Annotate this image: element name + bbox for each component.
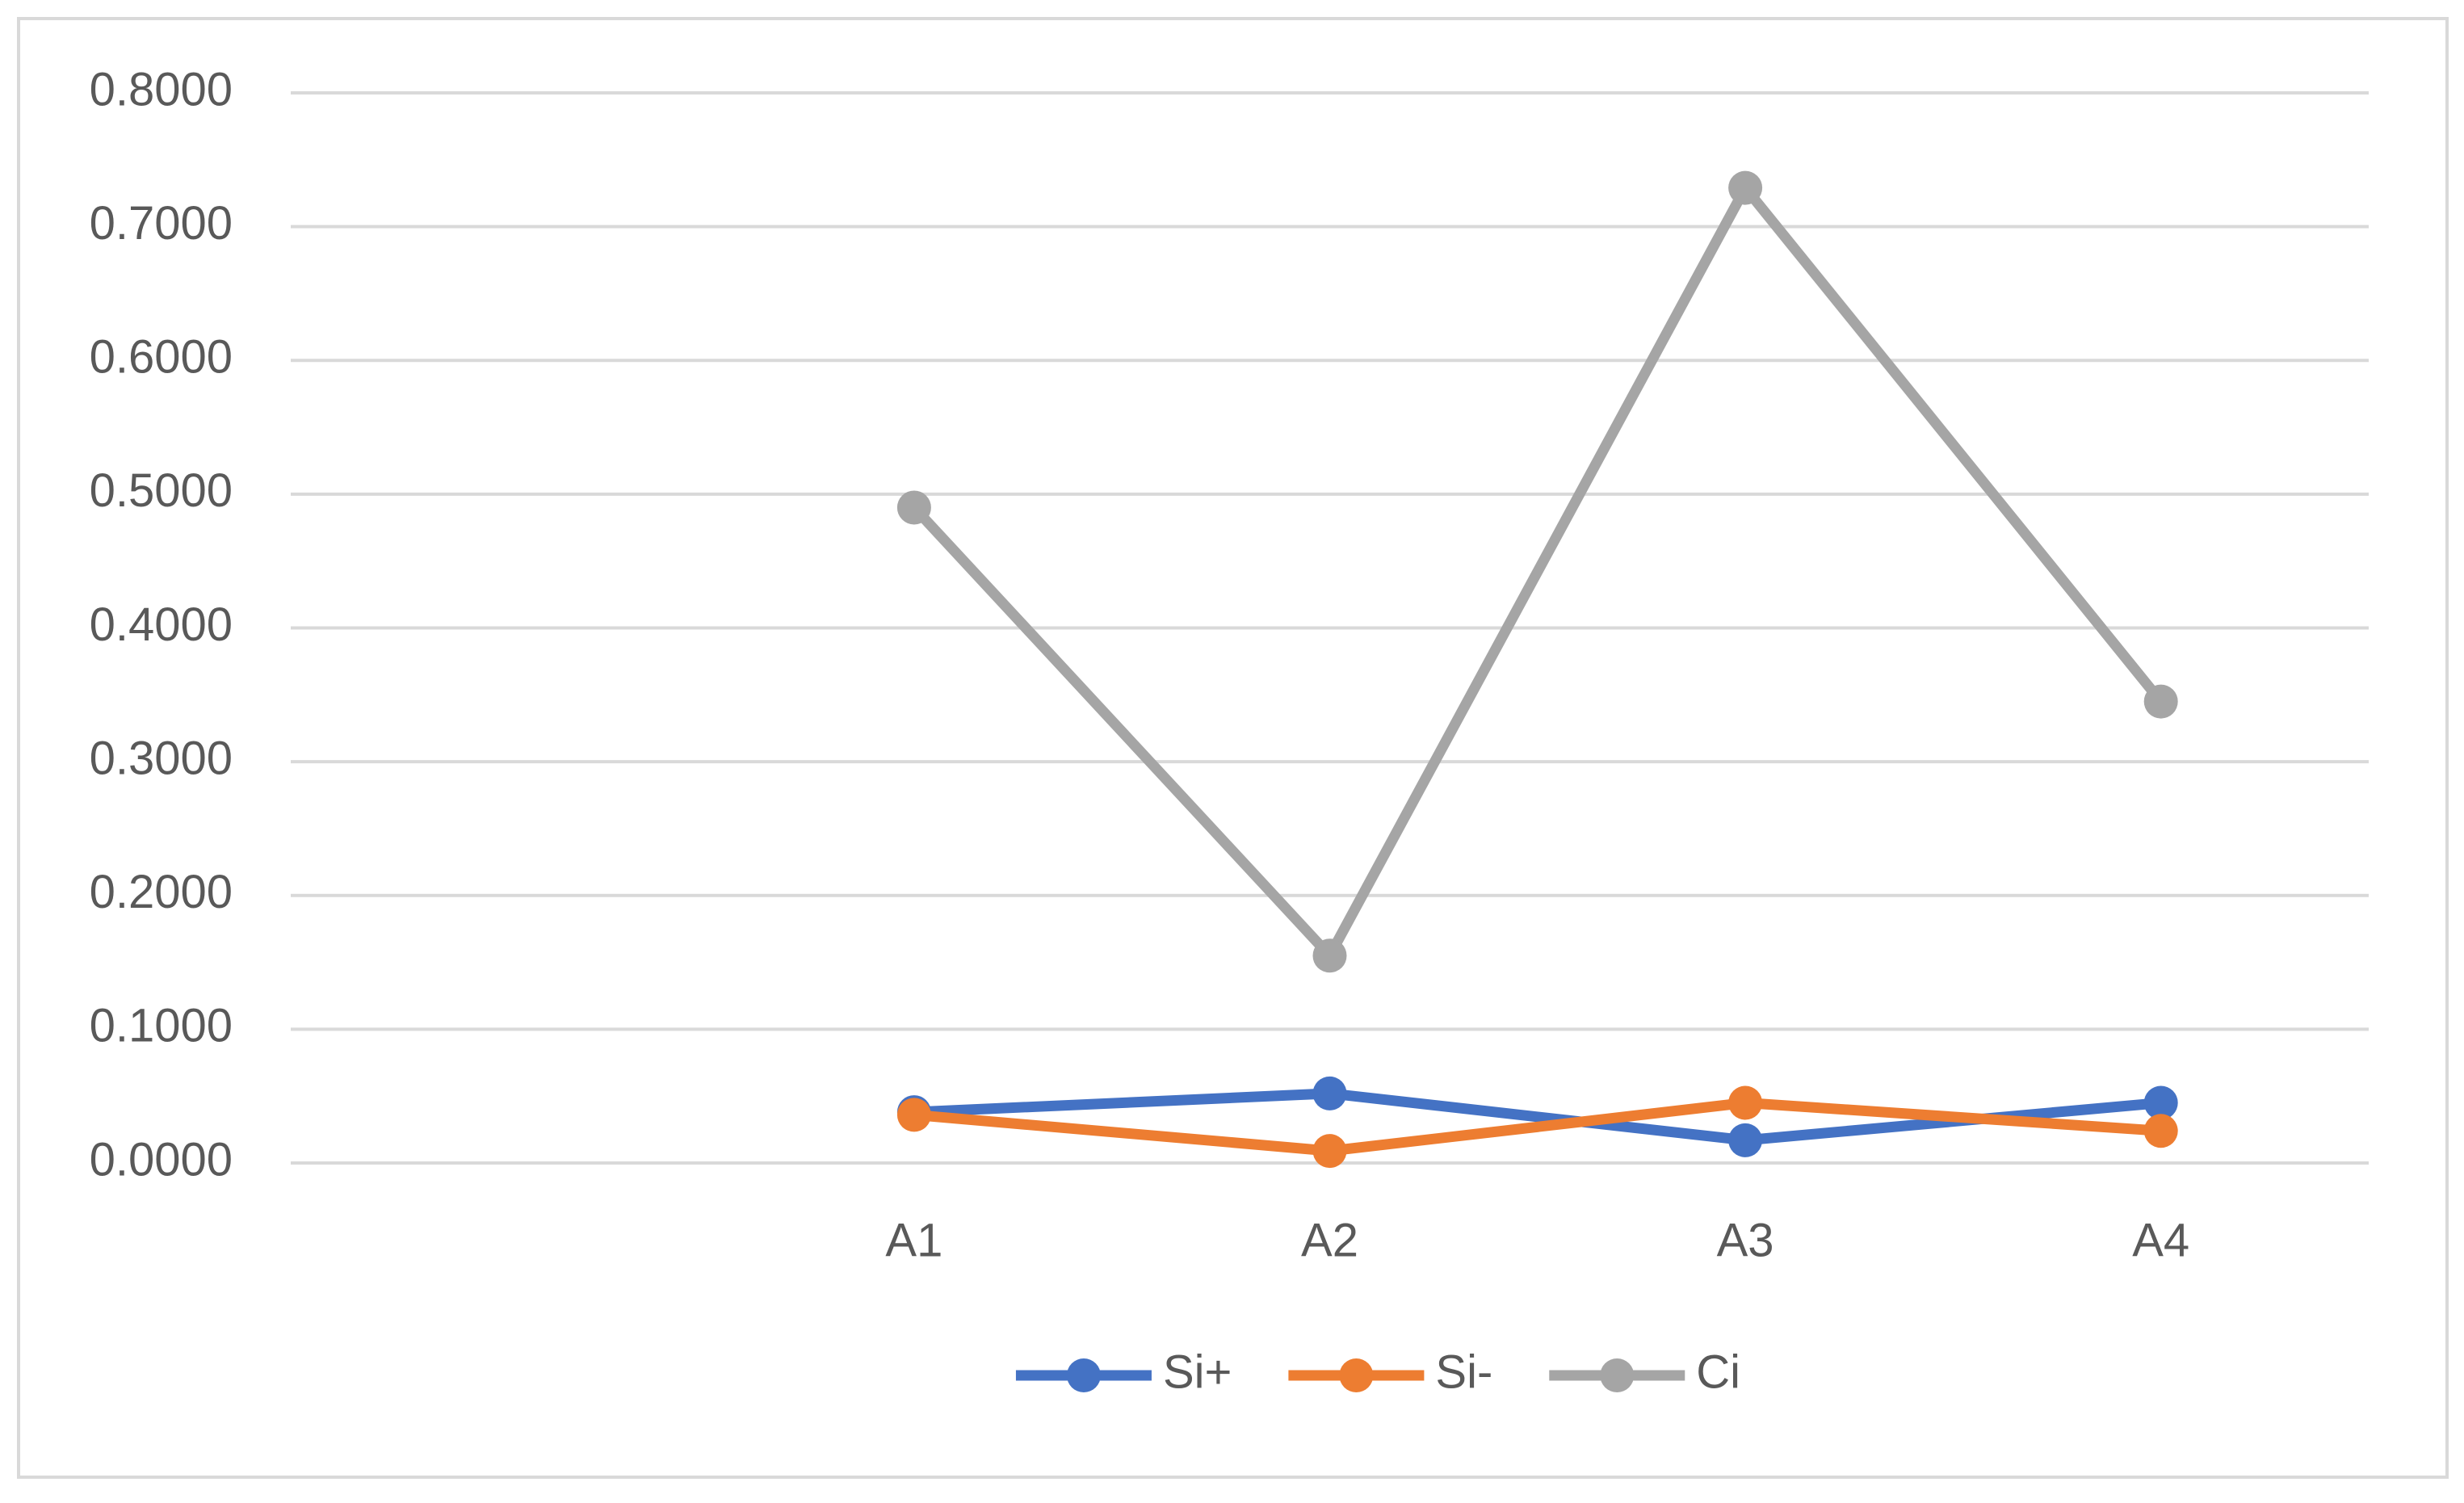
legend-marker — [1066, 1358, 1101, 1392]
legend-item: Si- — [1288, 1346, 1492, 1398]
legend-label: Ci — [1696, 1346, 1740, 1398]
y-tick-label: 0.1000 — [90, 1000, 233, 1052]
y-tick-label: 0.5000 — [90, 464, 233, 517]
data-point — [896, 490, 931, 525]
series-line — [910, 183, 2165, 961]
legend-label: Si- — [1435, 1346, 1492, 1398]
y-tick-label: 0.8000 — [90, 63, 233, 115]
legend-marker — [1339, 1358, 1374, 1392]
legend-label: Si+ — [1163, 1346, 1232, 1398]
data-point — [1312, 1134, 1347, 1169]
x-tick-label: A4 — [2132, 1214, 2189, 1266]
data-point — [2143, 1114, 2178, 1148]
data-point — [1728, 1085, 1763, 1120]
y-tick-label: 0.4000 — [90, 598, 233, 651]
legend-marker — [1600, 1358, 1635, 1392]
y-tick-label: 0.7000 — [90, 197, 233, 250]
legend-item: Ci — [1549, 1346, 1740, 1398]
chart-border — [17, 17, 2449, 1479]
y-tick-label: 0.3000 — [90, 732, 233, 784]
data-point — [1728, 170, 1763, 205]
x-tick-label: A1 — [885, 1214, 942, 1266]
y-tick-label: 0.2000 — [90, 866, 233, 918]
data-point — [1312, 938, 1347, 973]
y-tick-label: 0.0000 — [90, 1133, 233, 1186]
legend: Si+ Si- Ci — [1015, 1346, 1740, 1398]
data-point — [1728, 1123, 1763, 1157]
x-tick-label: A2 — [1301, 1214, 1358, 1266]
legend-item: Si+ — [1015, 1346, 1232, 1398]
data-point — [1312, 1076, 1347, 1110]
data-point — [2143, 1085, 2178, 1120]
plot-area — [896, 170, 2178, 1169]
y-tick-label: 0.6000 — [90, 331, 233, 384]
x-tick-label: A3 — [1717, 1214, 1774, 1266]
grid: 0.0000 0.1000 0.2000 0.3000 0.4000 0.5000 0.60… — [90, 63, 2369, 1266]
series-line — [913, 1097, 2162, 1157]
data-point — [896, 1098, 931, 1132]
data-point — [2143, 684, 2178, 719]
